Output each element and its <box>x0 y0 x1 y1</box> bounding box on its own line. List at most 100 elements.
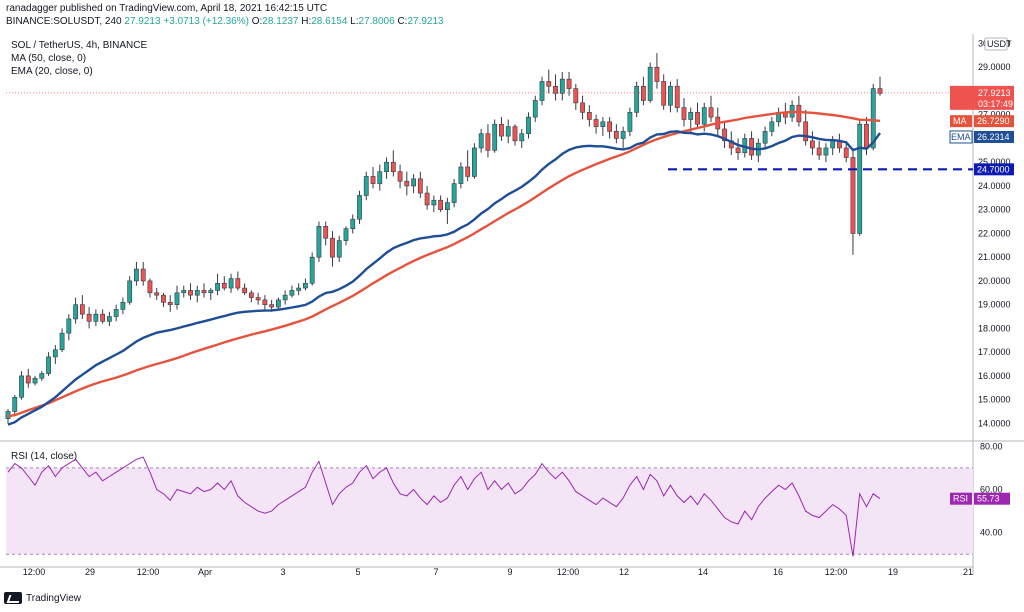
candle <box>580 95 585 120</box>
candle-body <box>566 78 572 89</box>
candle <box>147 278 153 298</box>
candle <box>647 62 653 103</box>
candle-body <box>370 176 376 184</box>
candle <box>850 147 856 255</box>
candle-body <box>526 116 531 135</box>
candle <box>485 124 491 158</box>
candle-body <box>431 199 437 206</box>
x-tick-label: 21 <box>963 567 973 577</box>
candle-body <box>167 301 173 305</box>
candle-body <box>66 318 72 334</box>
candle <box>837 133 842 153</box>
candle-body <box>843 147 849 158</box>
candle <box>201 283 207 298</box>
candle <box>627 107 633 137</box>
candle <box>19 371 24 400</box>
candle-body <box>397 171 403 182</box>
candle <box>46 352 51 376</box>
candle <box>668 81 673 113</box>
candle <box>438 195 444 213</box>
candle <box>127 276 133 305</box>
low-key: L: <box>350 16 359 27</box>
candle-body <box>269 304 275 308</box>
candle <box>492 119 498 153</box>
candle <box>282 290 288 305</box>
rsi-tag: RSI 55.73 <box>950 492 1010 505</box>
candle-body <box>140 268 146 282</box>
candle <box>634 81 640 118</box>
candle-body <box>823 147 829 156</box>
last-price-tag-value: 27.9213 <box>978 88 1011 98</box>
low-value: 27.8006 <box>358 16 395 27</box>
candle <box>472 143 477 179</box>
open-key: O: <box>251 16 263 27</box>
candle <box>161 292 166 308</box>
x-tick-label: 12 <box>619 567 629 577</box>
candle <box>194 285 200 303</box>
footer-brand: TradingView <box>26 592 82 604</box>
candle <box>593 114 599 134</box>
candle <box>208 288 214 300</box>
candle <box>613 124 619 144</box>
candle <box>708 95 714 122</box>
rsi-legend[interactable]: RSI (14, close) <box>11 451 78 462</box>
candle-body <box>350 218 356 229</box>
candle-body <box>505 126 511 137</box>
candle-body <box>553 85 558 94</box>
candle <box>370 166 376 189</box>
candle <box>215 273 220 296</box>
candle-body <box>735 147 741 154</box>
candle-body <box>73 304 78 320</box>
candle <box>762 126 768 148</box>
candle-body <box>303 282 308 289</box>
candle-body <box>532 100 538 118</box>
price-chart[interactable]: 30.000029.000028.000027.000026.000025.00… <box>0 0 1024 592</box>
high-key: H: <box>301 16 312 27</box>
candle <box>336 235 342 262</box>
candle-body <box>803 121 809 142</box>
y-tick-label: 15.0000 <box>978 395 1011 405</box>
candle <box>505 119 511 144</box>
candle-body <box>242 287 247 294</box>
candle-body <box>309 256 315 284</box>
candle <box>25 368 31 388</box>
rsi-line <box>7 456 881 557</box>
candle-body <box>424 192 430 206</box>
y-tick-label: 24.0000 <box>978 181 1011 191</box>
ema-legend[interactable]: EMA (20, close, 0) <box>11 66 93 77</box>
candle <box>411 174 416 194</box>
x-tick-label: 29 <box>85 567 95 577</box>
candle <box>100 309 106 324</box>
candle-body <box>181 290 187 294</box>
candle <box>134 261 139 286</box>
support-tag-value: 24.7000 <box>977 164 1010 174</box>
y-tick-label: 14.0000 <box>978 418 1011 428</box>
candle <box>303 278 308 291</box>
candle-body <box>458 166 464 184</box>
ma-50-line <box>7 110 881 418</box>
candle <box>357 190 362 224</box>
candle-body <box>127 280 133 303</box>
y-tick-label: 21.0000 <box>978 252 1011 262</box>
candle <box>66 314 72 341</box>
candle <box>52 345 58 365</box>
candle-body <box>512 126 518 142</box>
x-tick-label: 5 <box>355 567 360 577</box>
candle <box>451 178 457 208</box>
candle <box>384 157 389 179</box>
ma-legend[interactable]: MA (50, close, 0) <box>11 53 87 64</box>
candle-body <box>262 299 268 305</box>
candle <box>823 143 829 163</box>
candle-body <box>850 157 856 234</box>
candle-body <box>600 121 606 127</box>
y-tick-label: 19.0000 <box>978 300 1011 310</box>
x-tick-label: 16 <box>773 567 783 577</box>
rsi-tag-box <box>974 492 1010 505</box>
candle <box>79 295 85 319</box>
candle <box>113 304 119 322</box>
candle-body <box>613 131 619 139</box>
candle-body <box>384 161 389 173</box>
candle <box>769 117 775 137</box>
chart-title[interactable]: SOL / TetherUS, 4h, BINANCE <box>11 40 148 51</box>
candle <box>681 98 687 127</box>
